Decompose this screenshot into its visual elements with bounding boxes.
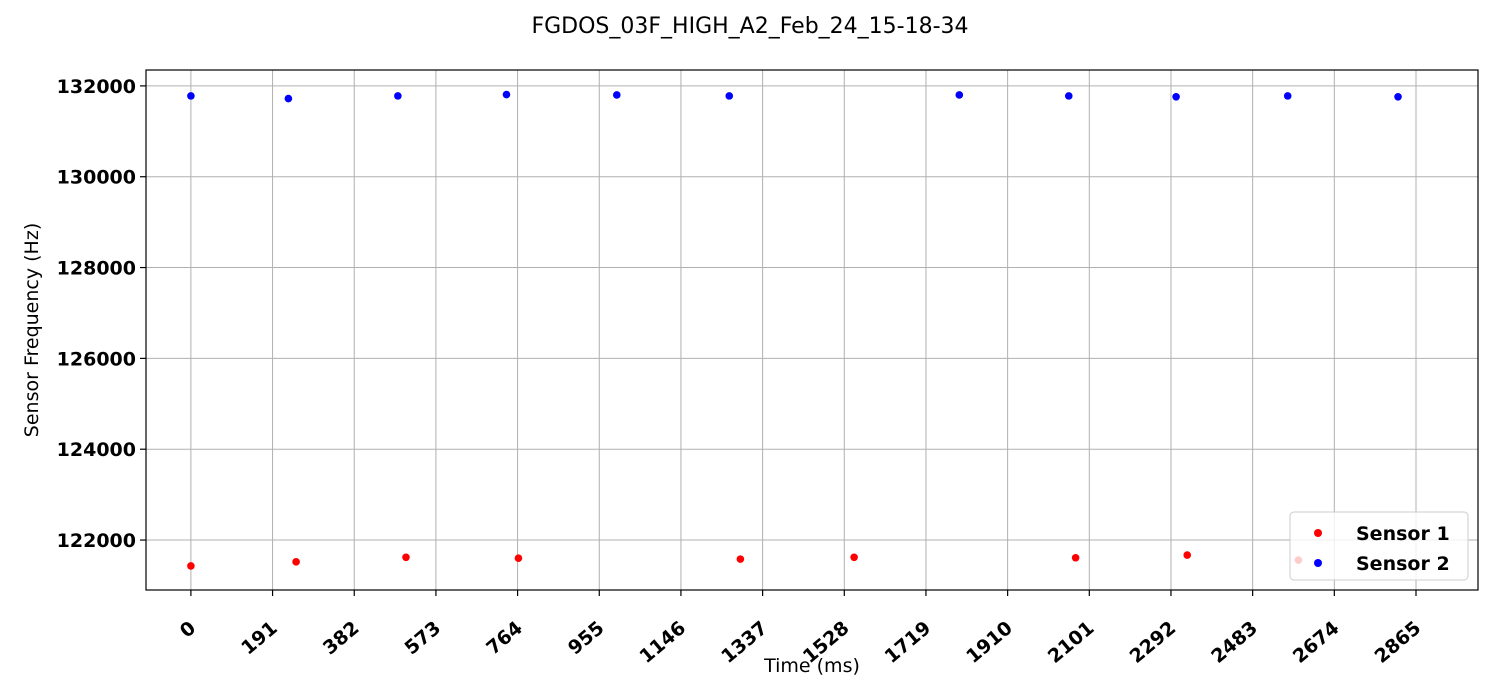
y-tick-label: 130000 bbox=[57, 167, 136, 189]
sensor-1-point bbox=[187, 562, 195, 570]
sensor-2-point bbox=[1283, 92, 1292, 100]
legend-marker-sensor-2 bbox=[1314, 559, 1322, 567]
sensor-2-point bbox=[1064, 92, 1073, 100]
sensor-2-point bbox=[725, 92, 734, 100]
data-points bbox=[187, 90, 1402, 570]
sensor-1-point bbox=[1071, 553, 1080, 562]
x-tick-label: 573 bbox=[401, 617, 446, 659]
y-axis-label: Sensor Frequency (Hz) bbox=[21, 223, 43, 437]
x-tick-label: 955 bbox=[564, 617, 609, 659]
axis-ticks bbox=[140, 85, 1417, 596]
sensor-1-point bbox=[292, 558, 300, 566]
y-tick-label: 132000 bbox=[57, 76, 136, 98]
sensor-2-point bbox=[1394, 92, 1402, 101]
x-tick-label: 2674 bbox=[1289, 617, 1344, 668]
sensor-2-point bbox=[502, 90, 511, 99]
y-tick-label: 128000 bbox=[57, 258, 136, 280]
x-tick-label: 1146 bbox=[635, 617, 690, 668]
legend-box bbox=[1289, 511, 1469, 581]
x-axis-label: Time (ms) bbox=[763, 655, 860, 677]
legend-label-sensor-2: Sensor 2 bbox=[1356, 553, 1450, 575]
sensor-1-point bbox=[850, 553, 858, 562]
y-tick-label: 126000 bbox=[57, 348, 136, 370]
sensor-2-point bbox=[955, 91, 964, 99]
sensor-1-point bbox=[514, 554, 523, 563]
x-tick-label: 191 bbox=[237, 617, 282, 659]
x-tick-label: 2865 bbox=[1371, 617, 1426, 668]
chart-title: FGDOS_03F_HIGH_A2_Feb_24_15-18-34 bbox=[531, 14, 968, 39]
legend-marker-sensor-1 bbox=[1314, 529, 1322, 537]
sensor-1-point bbox=[1183, 551, 1192, 559]
x-tick-label: 0 bbox=[176, 617, 200, 642]
grid-lines bbox=[146, 70, 1478, 590]
sensor-2-point bbox=[1172, 92, 1180, 101]
sensor-1-point bbox=[736, 555, 745, 563]
y-tick-label: 122000 bbox=[57, 530, 136, 552]
legend-label-sensor-1: Sensor 1 bbox=[1356, 523, 1450, 545]
sensor-2-point bbox=[394, 92, 402, 100]
x-tick-label: 764 bbox=[482, 617, 527, 659]
x-tick-label: 2101 bbox=[1044, 617, 1099, 668]
y-tick-labels: 122000 124000 126000 128000 130000 132000 bbox=[57, 76, 136, 552]
x-tick-label: 2483 bbox=[1207, 617, 1262, 668]
x-tick-label: 1719 bbox=[881, 617, 936, 668]
x-tick-label: 382 bbox=[319, 617, 364, 659]
y-tick-label: 124000 bbox=[57, 439, 136, 461]
legend: Sensor 1 Sensor 2 bbox=[1289, 511, 1469, 581]
sensor-2-point bbox=[284, 94, 293, 103]
x-tick-label: 2292 bbox=[1126, 617, 1181, 668]
sensor-1-point bbox=[402, 553, 410, 562]
sensor-2-point bbox=[187, 92, 195, 100]
sensor-2-point bbox=[612, 91, 621, 99]
x-tick-label: 1910 bbox=[962, 617, 1017, 668]
plot-area-frame bbox=[145, 69, 1479, 591]
